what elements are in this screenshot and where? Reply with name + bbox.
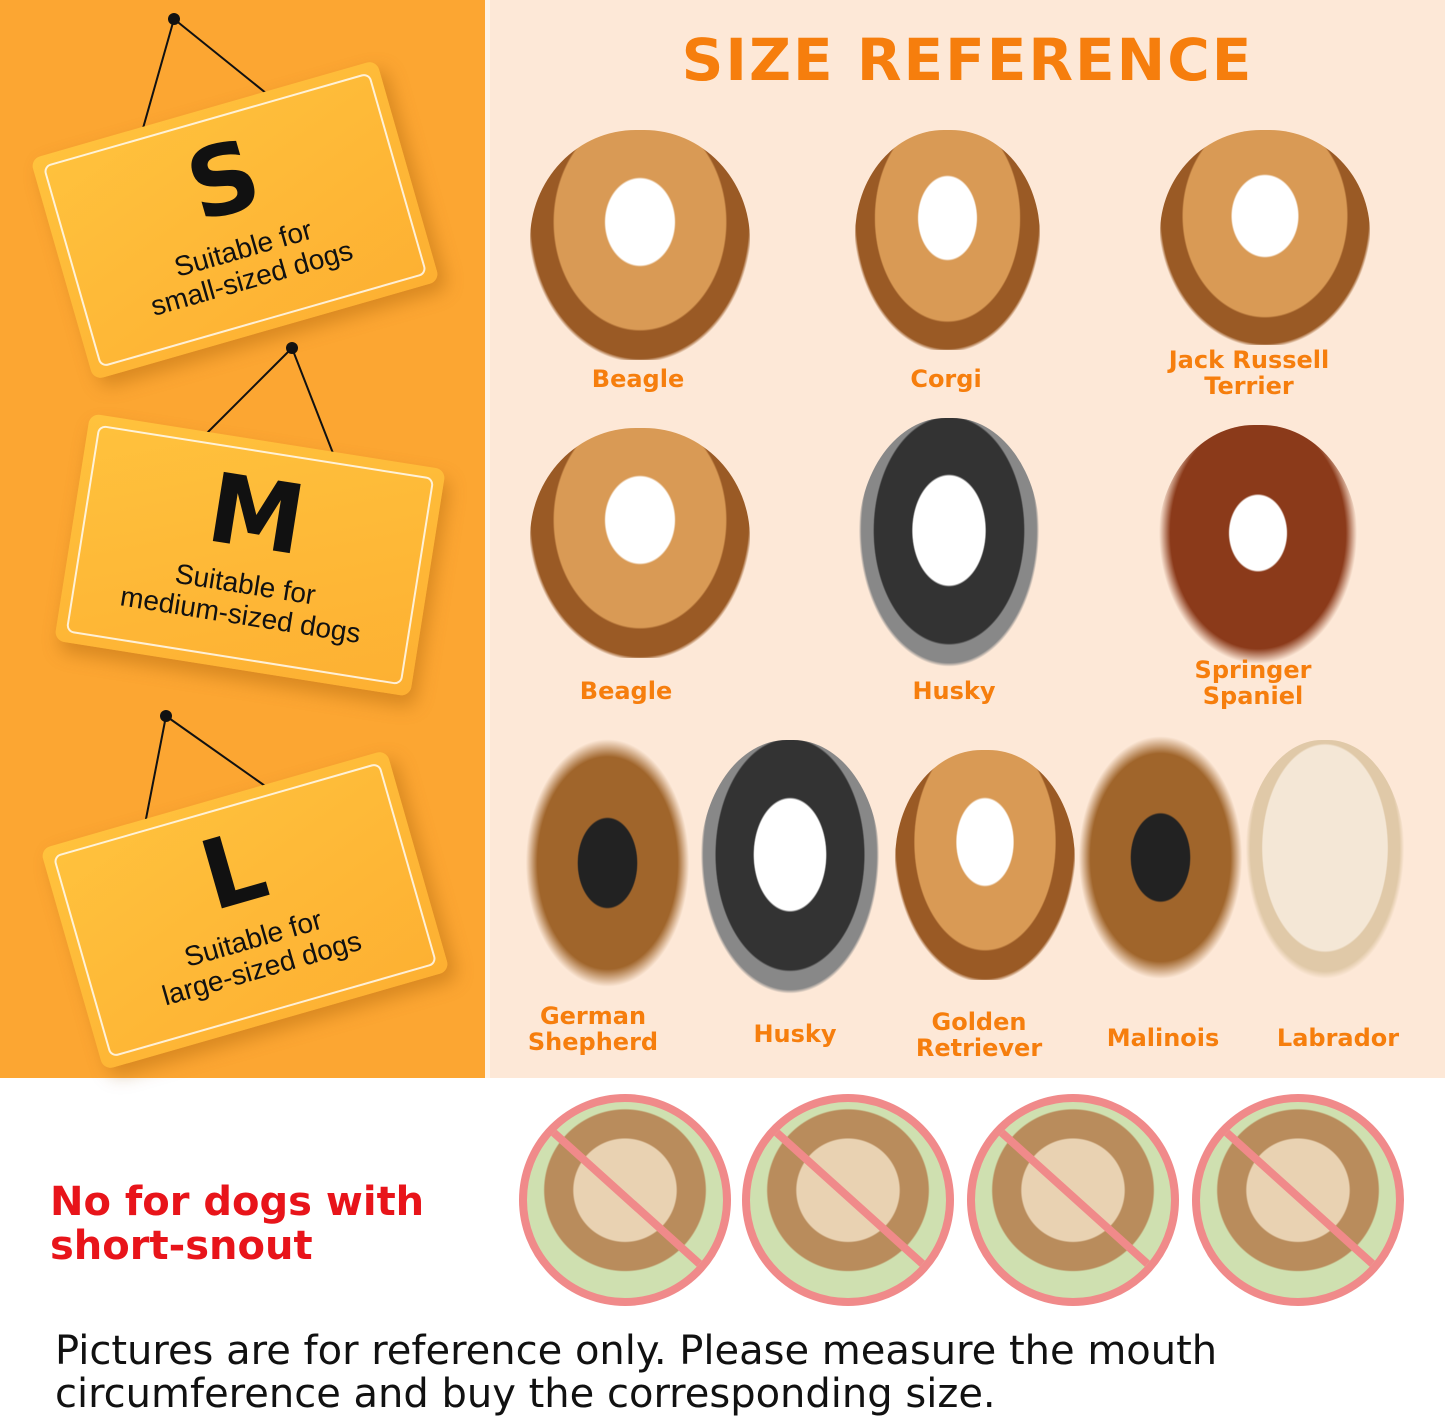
no-poodle-icon (1192, 1094, 1404, 1306)
dog-label: Golden Retriever (915, 1008, 1043, 1063)
pin-icon (168, 13, 180, 25)
dog-label: Malinois (1106, 1024, 1220, 1052)
dog-label: Husky (753, 1020, 837, 1048)
dog-label: Beagle (579, 677, 673, 705)
no-pug-icon (967, 1094, 1179, 1306)
beagle-image (530, 130, 750, 360)
beagle-image (530, 428, 750, 658)
german-shepherd-image (525, 738, 690, 988)
footnote: Pictures are for reference only. Please … (55, 1328, 1218, 1418)
dog-label: German Shepherd (527, 1002, 659, 1057)
jack-russell-image (1160, 130, 1370, 345)
dog-label: Springer Spaniel (1194, 656, 1312, 711)
short-snout-warning: No for dogs with short-snout (50, 1179, 425, 1269)
labrador-image (1245, 740, 1405, 980)
springer-spaniel-image (1158, 425, 1358, 665)
dog-label: Beagle (591, 365, 685, 393)
husky-image (700, 740, 880, 995)
no-pug-icon (519, 1094, 731, 1306)
malinois-image (1078, 735, 1243, 980)
golden-retriever-image (895, 750, 1075, 980)
page-title: SIZE REFERENCE (681, 26, 1254, 94)
husky-image (858, 418, 1040, 668)
dog-label: Labrador (1276, 1024, 1400, 1052)
no-maltipoo-icon (742, 1094, 954, 1306)
pin-icon (286, 342, 298, 354)
dog-label: Husky (912, 677, 996, 705)
pin-icon (160, 710, 172, 722)
corgi-image (855, 130, 1040, 350)
dog-label: Jack Russell Terrier (1168, 346, 1330, 401)
divider (485, 0, 490, 1078)
dog-label: Corgi (910, 365, 982, 393)
